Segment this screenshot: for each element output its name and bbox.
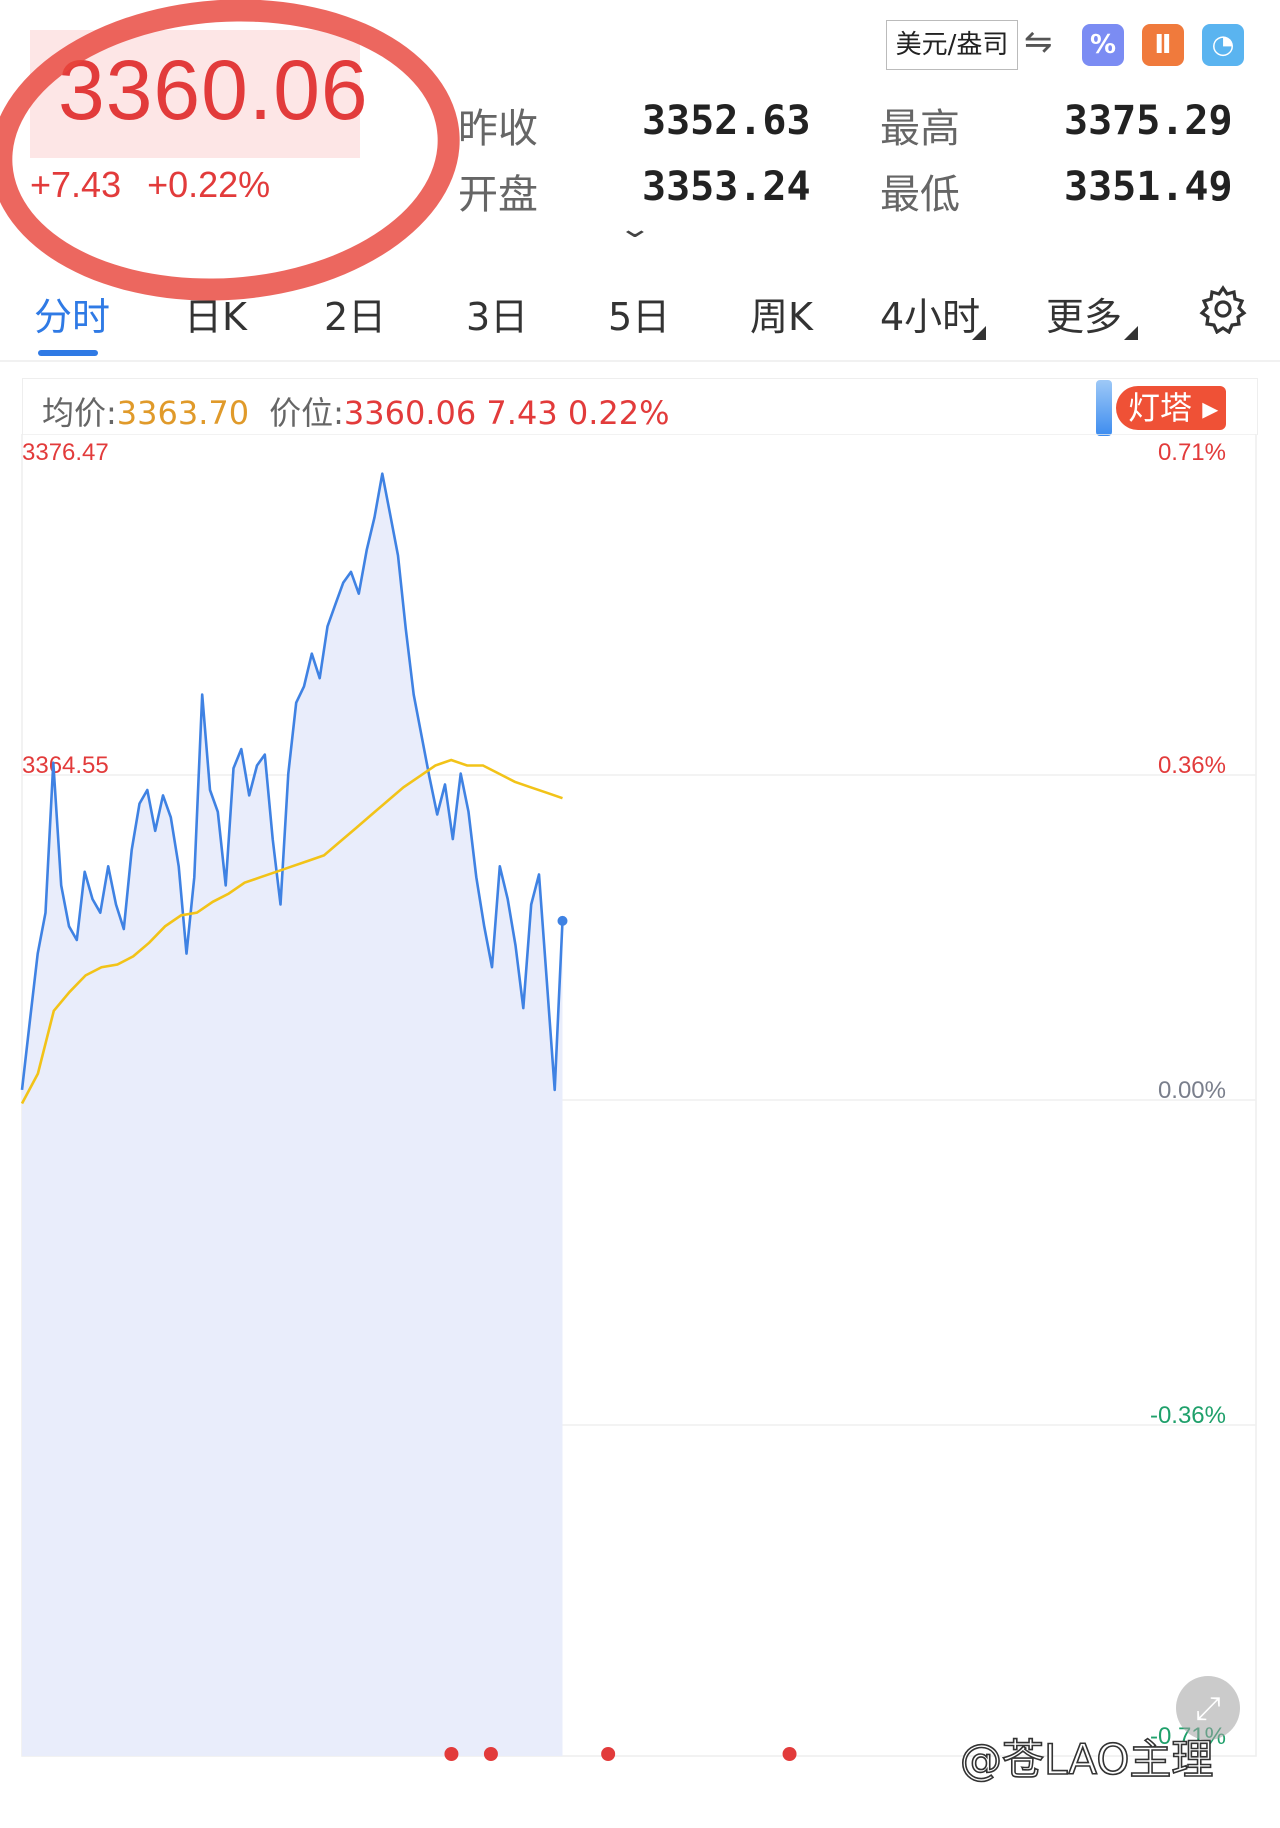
tab-daily-k[interactable]: 日K: [184, 295, 247, 339]
avg-readout: 均价:3363.70 价位:3360.06 7.43 0.22%: [42, 388, 670, 434]
event-marker: [601, 1747, 616, 1761]
chevron-down-icon[interactable]: ⌄: [617, 214, 653, 244]
lighthouse-tower-icon: [1096, 380, 1112, 436]
avg-label: 均价:: [42, 394, 117, 432]
tab-more-menu-indicator: [1124, 326, 1138, 340]
prev-close-label: 昨收: [458, 106, 538, 152]
tab-3day[interactable]: 3日: [466, 295, 529, 339]
tab-weekly-k[interactable]: 周K: [750, 295, 813, 339]
annotation-circle: [0, 0, 470, 317]
lighthouse-label: 灯塔: [1128, 389, 1193, 427]
low-value: 3351.49: [1064, 164, 1233, 210]
tab-5day[interactable]: 5日: [608, 295, 671, 339]
y-tick-label: 3364.55: [22, 752, 109, 779]
x-end-label: 05:00: [1166, 1773, 1226, 1774]
pie-chart-icon[interactable]: ◔: [1202, 24, 1244, 66]
open-value: 3353.24: [642, 164, 811, 210]
tabs-divider: [0, 360, 1280, 362]
last-price: 3360.06: [58, 43, 369, 137]
price-line: [20, 472, 564, 1092]
gear-icon[interactable]: [1198, 284, 1248, 334]
change-value: +7.43: [30, 164, 122, 205]
last-price-dot: [557, 915, 568, 926]
intraday-chart[interactable]: 3376.470.71%3364.550.36%3352.630.00%3340…: [0, 434, 1280, 1774]
price-area-fill: [22, 473, 563, 1757]
change-percent: +0.22%: [147, 164, 271, 205]
tab-2day[interactable]: 2日: [324, 295, 387, 339]
avg-line: [20, 758, 563, 1105]
lighthouse-icon[interactable]: Ⅱ: [1142, 24, 1184, 66]
tab-active-indicator: [38, 350, 98, 356]
percent-icon[interactable]: %: [1082, 24, 1124, 66]
event-marker: [483, 1747, 498, 1761]
event-marker: [444, 1747, 459, 1761]
pct-tick-label: 0.00%: [1158, 1077, 1226, 1104]
event-marker: [782, 1747, 797, 1761]
pct-tick-label: 0.71%: [1158, 439, 1226, 466]
x-start-label: 06:00: [22, 1773, 82, 1774]
tab-4hour[interactable]: 4小时: [880, 295, 981, 339]
avg-value: 3363.70: [116, 394, 250, 432]
low-label: 最低: [880, 172, 960, 218]
info-bar: [22, 378, 1258, 435]
expand-icon[interactable]: ⤢: [1176, 1676, 1240, 1740]
lighthouse-button[interactable]: 灯塔 ▸: [1116, 386, 1226, 430]
watermark: @苍LAO主理: [959, 1734, 1214, 1785]
price-highlight: [30, 30, 360, 158]
price-change: +7.43 +0.22%: [30, 164, 296, 206]
position-value: 3360.06 7.43 0.22%: [343, 394, 670, 432]
position-label: 价位:: [269, 394, 344, 432]
pct-tick-label: 0.36%: [1158, 752, 1226, 779]
tab-4hour-menu-indicator: [972, 326, 986, 340]
prev-close-value: 3352.63: [642, 98, 811, 144]
high-label: 最高: [880, 106, 960, 152]
pct-tick-label: -0.36%: [1150, 1402, 1226, 1429]
tab-more[interactable]: 更多: [1046, 295, 1123, 339]
unit-selector[interactable]: 美元/盎司: [886, 20, 1018, 70]
tab-intraday[interactable]: 分时: [34, 295, 111, 339]
high-value: 3375.29: [1064, 98, 1233, 144]
swap-arrows-icon[interactable]: ⇋: [1024, 22, 1053, 62]
open-label: 开盘: [458, 172, 538, 218]
y-tick-label: 3376.47: [22, 439, 109, 466]
